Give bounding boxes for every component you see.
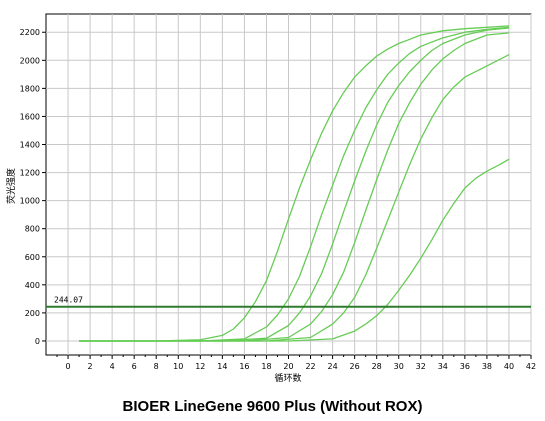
x-tick-label: 8 [154,362,159,371]
x-tick-label: 32 [416,362,426,371]
amplification-curve-5 [79,54,510,342]
x-tick-label: 38 [482,362,492,371]
x-tick-label: 12 [195,362,205,371]
x-tick-label: 42 [526,362,536,371]
x-tick-label: 6 [132,362,137,371]
y-axis-title: 荧光强度 [5,168,17,204]
y-tick-label: 2200 [20,28,40,37]
y-tick-label: 2000 [20,56,40,65]
x-tick-label: 0 [65,362,70,371]
y-tick-label: 1600 [20,112,40,121]
y-tick-label: 1000 [20,197,40,206]
y-tick-label: 200 [25,309,40,318]
y-tick-label: 1200 [20,169,40,178]
amplification-curve-3 [79,27,510,342]
amplification-curve-4 [79,32,510,342]
x-tick-label: 18 [261,362,271,371]
y-tick-label: 400 [25,281,40,290]
amplification-curves [79,25,510,342]
x-tick-label: 14 [217,362,227,371]
x-axis-ticks: 0 2 4 6 8 10 12 14 16 18 20 22 24 26 28 30 32 34 36 38 40 42 [56,355,536,371]
threshold-label: 244.07 [54,296,83,305]
x-tick-label: 30 [394,362,404,371]
amplification-curve-6 [79,158,510,342]
y-tick-label: 1400 [20,141,40,150]
x-tick-label: 20 [283,362,293,371]
x-tick-label: 26 [350,362,360,371]
y-tick-label: 800 [25,225,40,234]
x-tick-label: 24 [327,362,337,371]
amplification-chart: 0 2 4 6 8 10 12 14 16 18 20 22 24 26 28 30 32 34 36 38 40 42 … [5,13,536,384]
chart-caption: BIOER LineGene 9600 Plus (Without ROX) [122,398,423,415]
x-tick-label: 4 [110,362,115,371]
x-tick-label: 34 [438,362,448,371]
x-tick-label: 2 [88,362,93,371]
x-axis-title: 循环数 [274,372,301,384]
x-tick-label: 10 [173,362,183,371]
y-tick-label: 600 [25,253,40,262]
x-tick-label: 28 [372,362,382,371]
y-axis-ticks: 0 200 400 600 800 1000 1200 1400 1600 1800 2000 220… [20,28,46,346]
x-tick-label: 40 [504,362,514,371]
y-tick-label: 1800 [20,84,40,93]
x-tick-label: 36 [460,362,470,371]
amplification-curve-1 [79,25,510,342]
grid-lines [46,14,532,355]
amplification-curve-2 [79,26,510,342]
y-tick-label: 0 [35,337,40,346]
x-tick-label: 22 [305,362,315,371]
x-tick-label: 16 [239,362,249,371]
